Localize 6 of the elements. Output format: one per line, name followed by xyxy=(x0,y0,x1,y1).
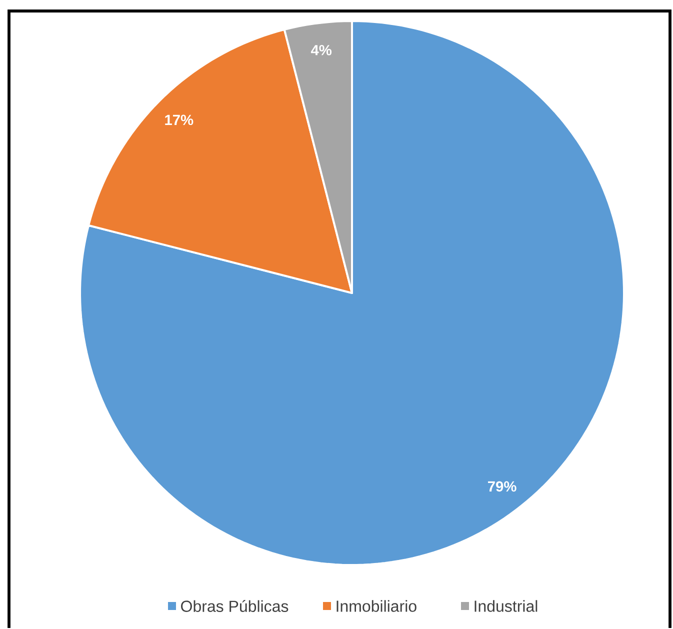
legend-label: Obras Públicas xyxy=(181,600,288,612)
data-label: 4% xyxy=(310,44,332,56)
legend-label: Industrial xyxy=(474,600,538,612)
data-label: 17% xyxy=(165,114,194,125)
legend-label: Inmobiliario xyxy=(336,600,416,612)
data-label: 79% xyxy=(488,481,516,492)
